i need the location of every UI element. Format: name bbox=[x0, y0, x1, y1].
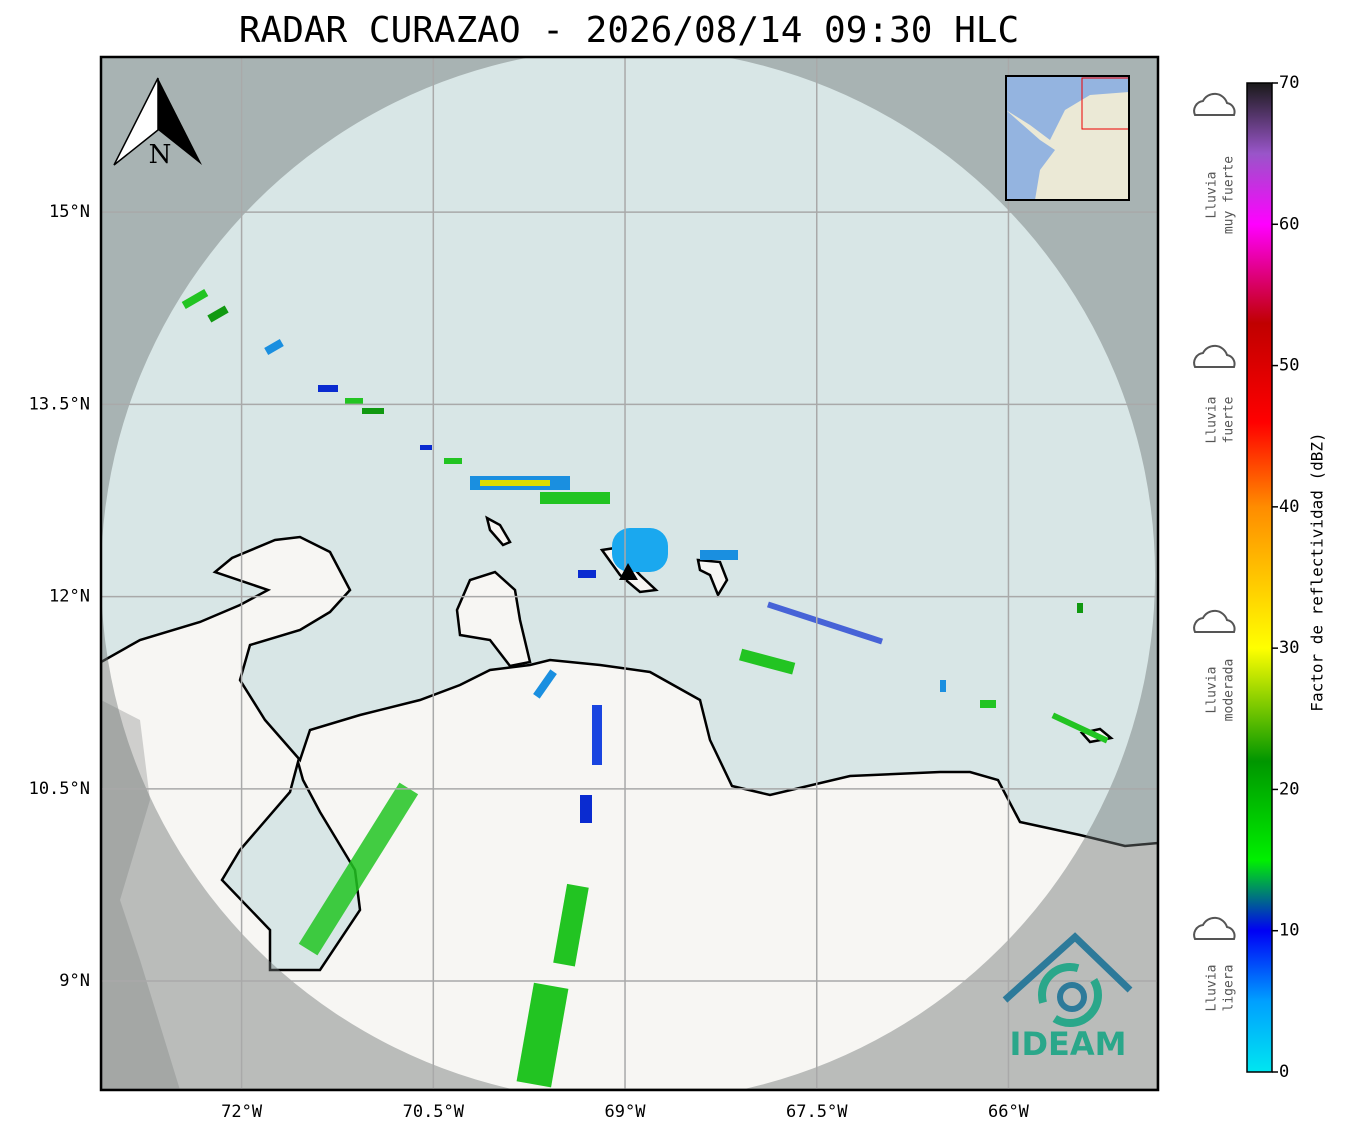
north-arrow: N bbox=[113, 77, 202, 170]
rain-level-label: ligera bbox=[1222, 965, 1237, 1012]
radar-site bbox=[619, 563, 638, 580]
radar-echoes bbox=[181, 289, 1109, 1088]
lat-tick-label: 15°N bbox=[49, 202, 90, 222]
lon-tick-label: 66°W bbox=[988, 1102, 1030, 1122]
colorbar bbox=[1246, 82, 1273, 1073]
colorbar-label: Factor de reflectividad (dBZ) bbox=[1308, 432, 1327, 711]
ideam-logo: IDEAM bbox=[1002, 932, 1133, 1063]
rain-icon bbox=[1193, 609, 1236, 633]
rain-level: Lluvia fuerte bbox=[1193, 344, 1237, 444]
rain-icon bbox=[1193, 92, 1236, 116]
lat-tick-label: 10.5°N bbox=[29, 779, 90, 799]
rain-level: Lluvia moderada bbox=[1193, 609, 1237, 722]
inset-map bbox=[1005, 75, 1130, 201]
colorbar-tick-label: 60 bbox=[1279, 214, 1299, 234]
lat-tick-label: 12°N bbox=[49, 587, 90, 607]
colorbar-tick-label: 10 bbox=[1279, 921, 1299, 941]
colorbar-tick-label: 30 bbox=[1279, 638, 1299, 658]
lon-tick-label: 69°W bbox=[605, 1102, 647, 1122]
colorbar-tick-label: 50 bbox=[1279, 356, 1299, 376]
rain-level-label: Lluvia bbox=[1205, 172, 1220, 219]
rain-level: Lluvia muy fuerte bbox=[1193, 92, 1237, 234]
lon-tick-label: 72°W bbox=[221, 1102, 263, 1122]
map-frame bbox=[99, 55, 1160, 1092]
colorbar-tick-label: 0 bbox=[1279, 1062, 1289, 1082]
rain-level: Lluvia ligera bbox=[1193, 916, 1237, 1012]
rain-icon bbox=[1193, 344, 1236, 368]
map bbox=[101, 57, 1158, 1090]
rain-level-label: moderada bbox=[1222, 659, 1237, 722]
graticule: 72°W 70.5°W 69°W 67.5°W 66°W 15°N 13.5°N 12°N 10… bbox=[29, 57, 1158, 1122]
colorbar-tick-label: 20 bbox=[1279, 779, 1299, 799]
colorbar-ticks: 0 10 20 30 40 50 60 70 bbox=[1272, 73, 1299, 1082]
mainland bbox=[101, 535, 1158, 1090]
colorbar-tick-label: 40 bbox=[1279, 497, 1299, 517]
lon-tick-label: 67.5°W bbox=[786, 1102, 848, 1122]
colorbar-tick-label: 70 bbox=[1279, 73, 1299, 93]
north-label: N bbox=[149, 140, 172, 170]
rain-icon bbox=[1193, 916, 1236, 940]
rain-level-label: fuerte bbox=[1222, 396, 1237, 443]
rain-level-label: Lluvia bbox=[1205, 667, 1220, 714]
rain-level-label: muy fuerte bbox=[1222, 156, 1237, 234]
lat-tick-label: 13.5°N bbox=[29, 394, 90, 414]
rain-level-label: Lluvia bbox=[1205, 965, 1220, 1012]
west-highlands bbox=[101, 700, 180, 1090]
lon-tick-label: 70.5°W bbox=[403, 1102, 465, 1122]
rain-level-label: Lluvia bbox=[1205, 397, 1220, 444]
logo-text: IDEAM bbox=[1010, 1025, 1127, 1063]
lat-tick-label: 9°N bbox=[59, 971, 90, 991]
title: RADAR CURAZAO - 2026/08/14 09:30 HLC bbox=[239, 10, 1019, 51]
